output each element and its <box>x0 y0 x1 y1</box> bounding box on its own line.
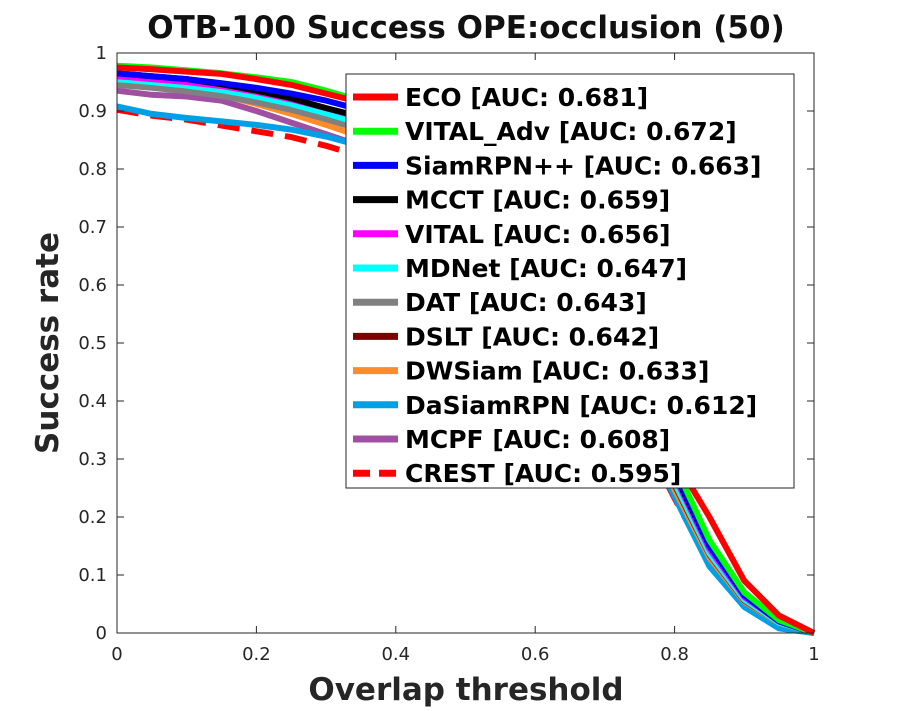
x-axis-ticks: 0 0.2 0.4 0.6 0.8 1 <box>111 53 820 665</box>
x-tick-label: 0.2 <box>242 644 271 665</box>
x-tick-label: 0.8 <box>660 644 689 665</box>
y-tick-label: 0.3 <box>78 449 107 470</box>
legend-entry-label: DWSiam [AUC: 0.633] <box>405 357 709 386</box>
legend-entry-label: DSLT [AUC: 0.642] <box>405 322 659 351</box>
legend-entry-label: SiamRPN++ [AUC: 0.663] <box>405 151 761 180</box>
legend-entry-label: MCPF [AUC: 0.608] <box>405 425 670 454</box>
y-tick-label: 0.9 <box>78 101 107 122</box>
legend-box <box>345 73 795 489</box>
y-tick-label: 0.2 <box>78 507 107 528</box>
legend-entry-label: DaSiamRPN [AUC: 0.612] <box>405 391 757 420</box>
legend-entry-label: VITAL [AUC: 0.656] <box>405 220 671 249</box>
y-tick-label: 0.8 <box>78 159 107 180</box>
x-tick-label: 0.6 <box>521 644 550 665</box>
y-tick-label: 0.1 <box>78 565 107 586</box>
y-axis-label: Success rate <box>30 232 66 454</box>
y-tick-label: 0.7 <box>78 217 107 238</box>
x-tick-label: 0 <box>111 644 122 665</box>
y-tick-label: 1 <box>96 43 107 64</box>
y-tick-label: 0.6 <box>78 275 107 296</box>
x-tick-label: 1 <box>808 644 819 665</box>
x-axis-label: Overlap threshold <box>308 672 623 708</box>
y-axis-ticks: 0 0.1 0.2 0.3 0.4 0.5 0.6 0.7 0.8 0.9 1 <box>78 43 814 644</box>
y-tick-label: 0.4 <box>78 391 107 412</box>
y-tick-label: 0 <box>96 623 107 644</box>
legend-entry-label: MCCT [AUC: 0.659] <box>405 186 670 215</box>
legend: ECO [AUC: 0.681] VITAL_Adv [AUC: 0.672] Si… <box>345 73 795 489</box>
legend-entry-label: VITAL_Adv [AUC: 0.672] <box>405 117 737 146</box>
legend-entry-label: MDNet [AUC: 0.647] <box>405 254 687 283</box>
series-line-crest <box>116 106 815 636</box>
legend-entry-label: ECO [AUC: 0.681] <box>405 83 648 112</box>
chart-title: OTB-100 Success OPE:occlusion (50) <box>147 10 784 46</box>
legend-entry-label: DAT [AUC: 0.643] <box>405 288 647 317</box>
y-tick-label: 0.5 <box>78 333 107 354</box>
x-tick-label: 0.4 <box>381 644 410 665</box>
legend-entry-label: CREST [AUC: 0.595] <box>405 459 681 488</box>
